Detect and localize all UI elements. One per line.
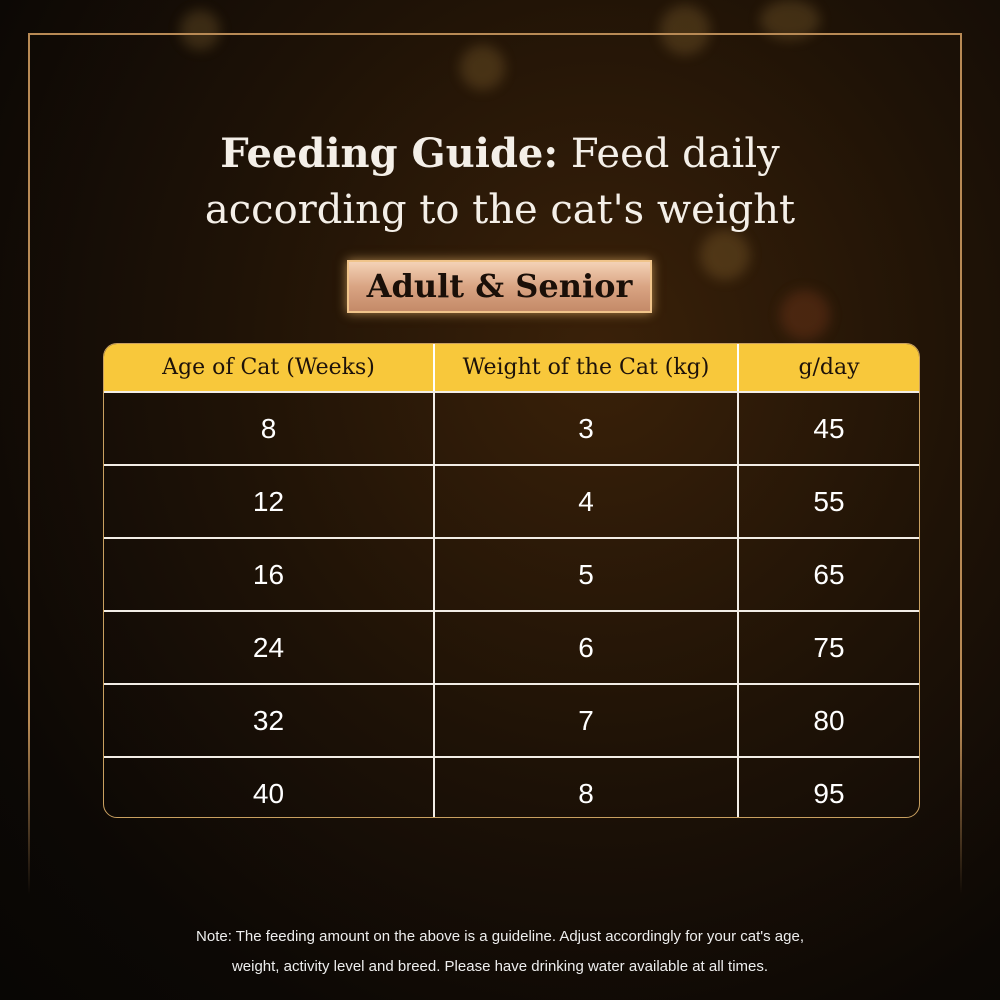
header-grams: g/day: [798, 355, 860, 380]
cell-age: 16: [104, 539, 435, 610]
header-weight: Weight of the Cat (kg): [435, 344, 739, 391]
cell-age: 24: [104, 612, 435, 683]
feeding-table: Age of Cat (Weeks) Weight of the Cat (kg…: [103, 343, 920, 818]
decorative-frame: [28, 33, 962, 895]
title-bold: Feeding Guide:: [220, 130, 559, 177]
bokeh-light: [660, 5, 710, 55]
cell-age: 12: [104, 466, 435, 537]
table-header: Age of Cat (Weeks) Weight of the Cat (kg…: [104, 344, 919, 391]
cell-weight: 4: [435, 466, 739, 537]
category-badge: Adult & Senior: [347, 260, 652, 313]
note-line-1: Note: The feeding amount on the above is…: [196, 928, 804, 945]
cell-weight: 8: [435, 758, 739, 817]
cell-grams: 55: [813, 485, 845, 517]
cell-weight: 3: [435, 393, 739, 464]
title-rest: Feed daily: [558, 131, 780, 177]
table-row: 32 7 80: [104, 683, 919, 756]
note-text: Note: The feeding amount on the above is…: [0, 922, 1000, 982]
cell-weight: 7: [435, 685, 739, 756]
cell-age: 8: [104, 393, 435, 464]
cell-age: 32: [104, 685, 435, 756]
cell-grams: 80: [813, 704, 845, 736]
table-row: 12 4 55: [104, 464, 919, 537]
bokeh-light: [780, 290, 830, 340]
bokeh-light: [180, 10, 220, 50]
cell-weight: 6: [435, 612, 739, 683]
page-title: Feeding Guide: Feed daily: [0, 126, 1000, 182]
table-row: 24 6 75: [104, 610, 919, 683]
bokeh-light: [460, 45, 505, 90]
table-row: 8 3 45: [104, 391, 919, 464]
cell-grams: 45: [813, 412, 845, 444]
page-subtitle: according to the cat's weight: [204, 187, 796, 233]
table-row: 40 8 95: [104, 756, 919, 817]
cell-grams: 75: [813, 631, 845, 663]
bokeh-light: [700, 230, 750, 280]
header-age: Age of Cat (Weeks): [104, 344, 435, 391]
table-row: 16 5 65: [104, 537, 919, 610]
cell-grams: 65: [813, 558, 845, 590]
cell-age: 40: [104, 758, 435, 817]
cell-weight: 5: [435, 539, 739, 610]
note-line-2: weight, activity level and breed. Please…: [231, 958, 769, 975]
cell-grams: 95: [813, 777, 845, 809]
